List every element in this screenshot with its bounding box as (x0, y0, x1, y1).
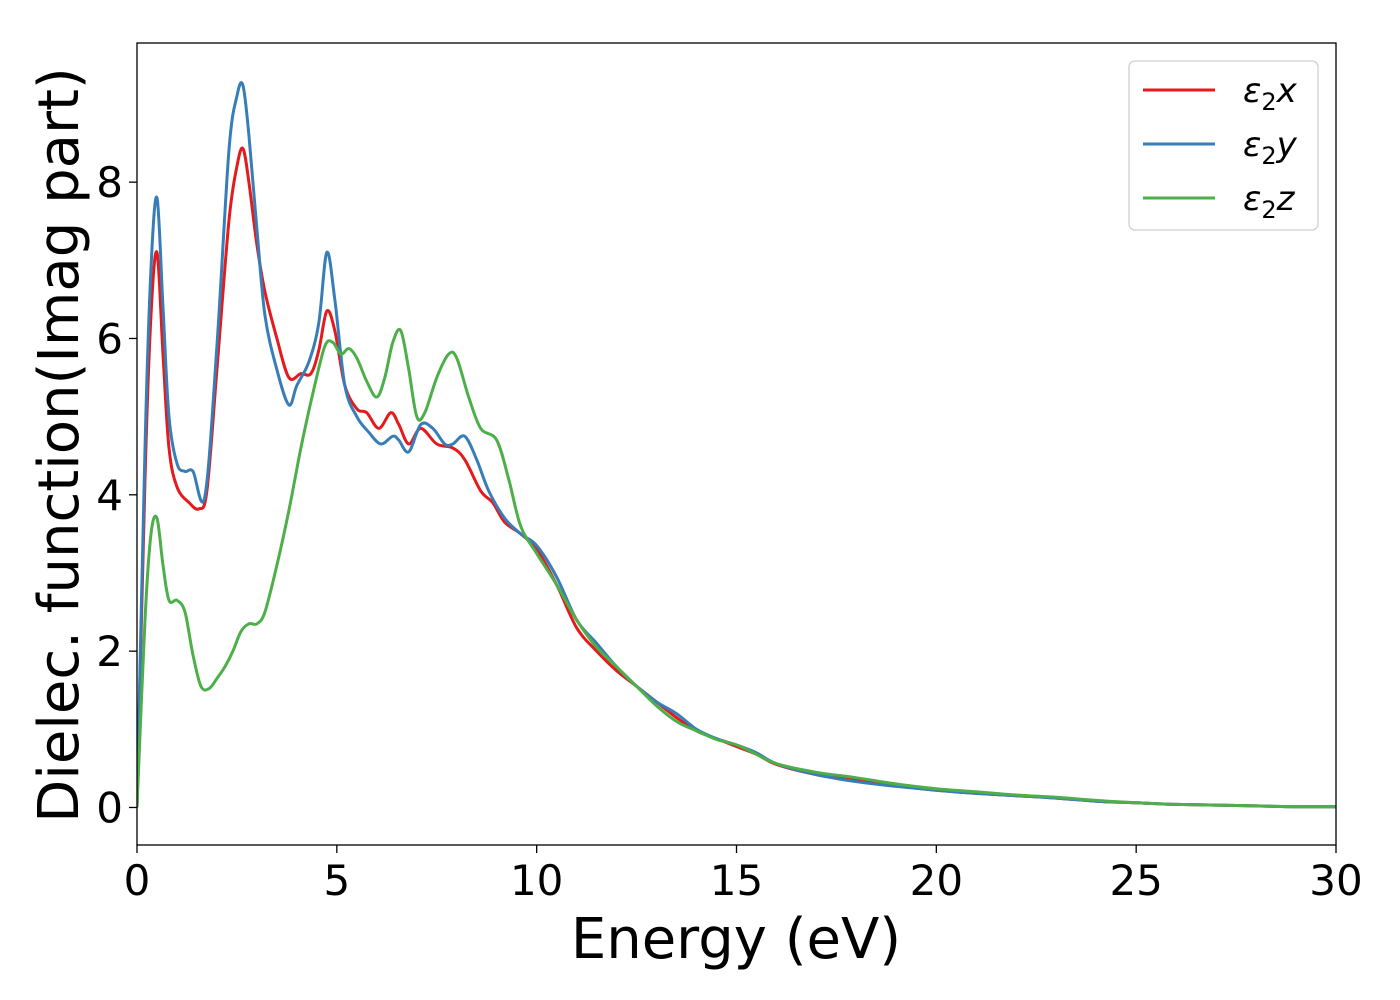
series-line-y (137, 81, 1336, 809)
x-axis: 0 5 10 15 20 25 30 (124, 845, 1363, 905)
legend: ε2x ε2y ε2z (1128, 60, 1319, 231)
x-axis-title: Energy (eV) (571, 907, 901, 972)
legend-label-y: ε2y (1243, 125, 1298, 170)
x-tick-label: 25 (1109, 856, 1162, 905)
y-axis: 0 2 4 6 8 (96, 158, 137, 832)
x-tick-label: 20 (910, 856, 963, 905)
legend-label-z: ε2z (1243, 179, 1296, 224)
y-tick-label: 0 (96, 783, 123, 832)
legend-box (1128, 60, 1319, 231)
y-tick-label: 4 (96, 471, 123, 520)
x-tick-label: 30 (1309, 856, 1362, 905)
y-axis-title: Dielec. function(Imag part) (27, 67, 92, 823)
x-tick-label: 0 (124, 856, 151, 905)
y-tick-label: 6 (96, 314, 123, 363)
x-tick-label: 5 (323, 856, 350, 905)
y-tick-label: 2 (96, 627, 123, 676)
series-line-z (137, 327, 1336, 809)
series-line-x (137, 146, 1336, 809)
x-tick-label: 10 (510, 856, 563, 905)
legend-label-x: ε2x (1243, 71, 1298, 116)
y-tick-label: 8 (96, 158, 123, 207)
x-tick-label: 15 (710, 856, 763, 905)
